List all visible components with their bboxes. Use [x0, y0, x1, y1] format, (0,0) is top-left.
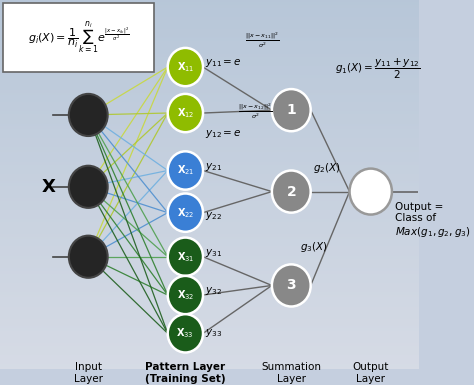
Text: Output =
Class of
$Max(g_1, g_2, g_3)$: Output = Class of $Max(g_1, g_2, g_3)$	[395, 201, 471, 239]
Text: $g_3(X)$: $g_3(X)$	[300, 240, 328, 254]
Circle shape	[168, 151, 203, 190]
Text: $g_i(X) = \dfrac{1}{n_i}\sum_{k=1}^{n_i} e^{\frac{|x-x_{ik}|^2}{\sigma^2}}$: $g_i(X) = \dfrac{1}{n_i}\sum_{k=1}^{n_i}…	[28, 20, 129, 55]
Text: X$_{33}$: X$_{33}$	[176, 326, 194, 340]
Circle shape	[168, 48, 203, 86]
Text: $g_1(X) = \dfrac{y_{11} + y_{12}}{2}$: $g_1(X) = \dfrac{y_{11} + y_{12}}{2}$	[336, 57, 421, 81]
Circle shape	[168, 94, 203, 132]
Circle shape	[168, 314, 203, 353]
Text: $y_{31}$: $y_{31}$	[205, 247, 222, 259]
Text: Input
Layer: Input Layer	[74, 362, 103, 384]
Text: X$_{12}$: X$_{12}$	[177, 106, 194, 120]
Text: X$_{11}$: X$_{11}$	[177, 60, 194, 74]
Text: 3: 3	[286, 278, 296, 293]
FancyBboxPatch shape	[3, 3, 155, 72]
Text: $y_{11} = e$: $y_{11} = e$	[205, 57, 241, 69]
Text: $y_{21}$: $y_{21}$	[205, 161, 222, 173]
Text: X$_{22}$: X$_{22}$	[177, 206, 194, 219]
Circle shape	[272, 264, 310, 306]
Text: Output
Layer: Output Layer	[353, 362, 389, 384]
Circle shape	[69, 94, 108, 136]
Text: $\frac{||x-x_{12}||^2}{\sigma^2}$: $\frac{||x-x_{12}||^2}{\sigma^2}$	[238, 101, 273, 121]
Circle shape	[349, 169, 392, 214]
Text: $y_{33}$: $y_{33}$	[205, 327, 222, 339]
Circle shape	[272, 171, 310, 213]
Text: $y_{22}$: $y_{22}$	[205, 211, 222, 223]
Circle shape	[168, 276, 203, 314]
Text: Pattern Layer
(Training Set): Pattern Layer (Training Set)	[145, 362, 226, 384]
Text: 2: 2	[286, 184, 296, 199]
Text: Summation
Layer: Summation Layer	[261, 362, 321, 384]
Circle shape	[272, 89, 310, 131]
Circle shape	[69, 166, 108, 208]
Text: 1: 1	[286, 103, 296, 117]
Circle shape	[168, 194, 203, 232]
Text: $y_{32}$: $y_{32}$	[205, 285, 222, 297]
Text: $y_{12} = e$: $y_{12} = e$	[205, 128, 241, 140]
Text: $\frac{||x-x_{11}||^2}{\sigma^2}$: $\frac{||x-x_{11}||^2}{\sigma^2}$	[246, 30, 280, 50]
Text: X$_{32}$: X$_{32}$	[177, 288, 194, 302]
Text: $g_2(X)$: $g_2(X)$	[313, 161, 341, 175]
Text: X: X	[42, 178, 55, 196]
Circle shape	[69, 236, 108, 278]
Text: X$_{31}$: X$_{31}$	[177, 250, 194, 264]
Text: X$_{21}$: X$_{21}$	[177, 164, 194, 177]
Circle shape	[168, 238, 203, 276]
